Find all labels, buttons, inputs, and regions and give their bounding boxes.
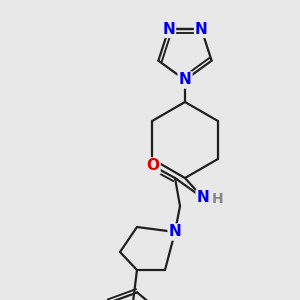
Text: N: N <box>162 22 175 37</box>
Text: N: N <box>169 224 182 239</box>
Text: N: N <box>196 190 209 206</box>
Text: H: H <box>212 192 224 206</box>
Text: N: N <box>178 73 191 88</box>
Text: N: N <box>195 22 208 37</box>
Text: O: O <box>146 158 160 173</box>
